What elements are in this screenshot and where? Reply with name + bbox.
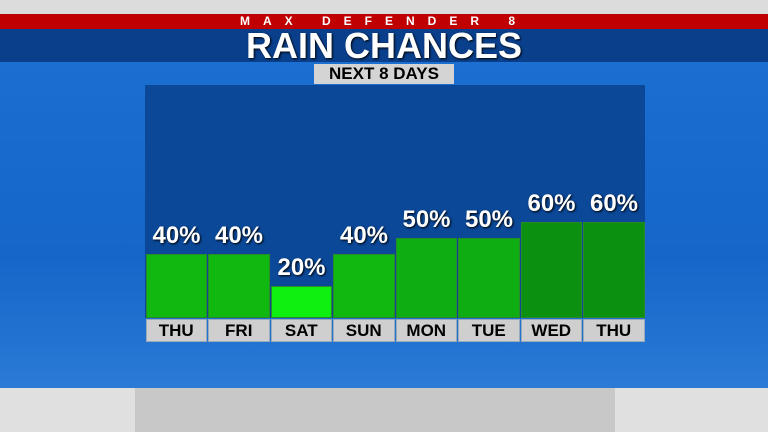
data-label: 60% — [527, 190, 576, 217]
data-label: 50% — [464, 206, 514, 233]
data-label: 20% — [277, 254, 326, 281]
top-band — [0, 0, 768, 14]
day-label: SUN — [333, 319, 395, 342]
day-label: THU — [145, 319, 207, 342]
data-label: 60% — [589, 190, 639, 217]
day-label: FRI — [208, 319, 270, 342]
data-label: 40% — [152, 222, 201, 249]
chart-title: RAIN CHANCES — [0, 28, 768, 64]
brand-banner: MAX DEFENDER 8 — [0, 14, 768, 29]
data-label: 40% — [339, 222, 389, 249]
bar-0 — [145, 254, 207, 318]
day-label: THU — [583, 319, 645, 342]
bar-3 — [333, 254, 395, 318]
bar-6 — [520, 222, 582, 318]
bottom-band-center — [135, 388, 615, 432]
bar-5 — [458, 238, 520, 318]
day-label: TUE — [458, 319, 520, 342]
data-label: 50% — [402, 206, 451, 233]
data-label: 40% — [214, 222, 264, 249]
bar-7 — [583, 222, 645, 318]
day-label: MON — [395, 319, 457, 342]
chart-subtitle: NEXT 8 DAYS — [314, 64, 454, 84]
day-label: WED — [520, 319, 582, 342]
bar-4 — [395, 238, 457, 318]
bar-1 — [208, 254, 270, 318]
bar-2 — [270, 286, 332, 318]
day-label: SAT — [270, 319, 332, 342]
